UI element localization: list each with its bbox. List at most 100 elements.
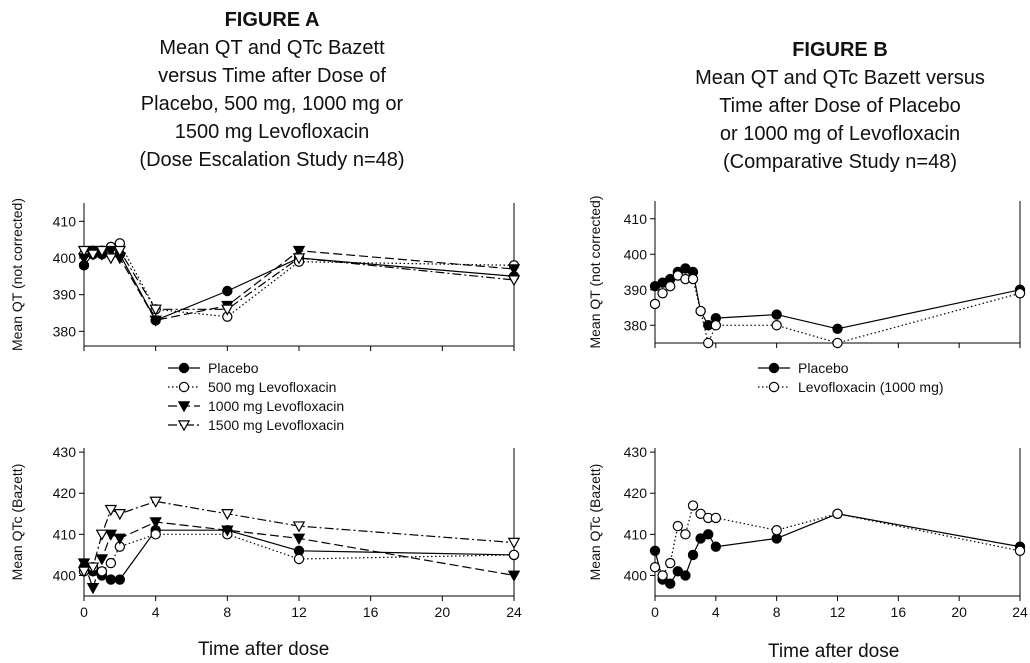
data-point-b-bottom-1 — [687, 500, 699, 511]
data-point-a-top-3 — [113, 245, 127, 258]
legend-label: Placebo — [208, 360, 259, 376]
legend-label: 500 mg Levofloxacin — [208, 379, 336, 395]
data-point-a-top-3 — [507, 275, 521, 287]
data-point-a-bottom-2 — [507, 570, 521, 582]
data-point-b-bottom-1 — [649, 562, 661, 573]
data-point-a-bottom-2 — [149, 517, 162, 529]
legend-label: 1500 mg Levofloxacin — [208, 417, 344, 433]
y-tick-label: 380 — [53, 323, 77, 339]
x-tick-label: 0 — [651, 604, 659, 620]
x-tick-label: 20 — [435, 604, 451, 620]
figure-a-title-line: (Dose Escalation Study n=48) — [139, 149, 405, 171]
data-point-a-top-2 — [149, 315, 162, 327]
y-tick-label: 390 — [53, 287, 77, 303]
legend-label: Placebo — [798, 360, 849, 376]
y-tick-label: 430 — [624, 444, 648, 460]
figure-b-title-line: Mean QT and QTc Bazett versus — [695, 67, 985, 89]
y-tick-label: 380 — [624, 317, 648, 333]
legend-label: Levofloxacin (1000 mg) — [798, 379, 944, 395]
series-line-b-top-1 — [654, 274, 1021, 345]
data-point-a-bottom-2 — [292, 533, 306, 545]
data-point-b-bottom-0 — [703, 529, 714, 540]
data-point-b-top-1 — [710, 320, 722, 331]
data-point-a-bottom-3 — [104, 504, 118, 517]
figure-b-title: FIGURE B Mean QT and QTc Bazett versus T… — [650, 36, 1030, 176]
data-point-a-top-2 — [507, 264, 521, 276]
y-tick-label: 410 — [624, 211, 648, 227]
data-point-b-bottom-1 — [657, 570, 668, 581]
data-point-a-top-2 — [292, 245, 306, 258]
data-point-b-bottom-1 — [672, 520, 684, 532]
data-point-a-bottom-2 — [113, 533, 127, 545]
legend-label: 1000 mg Levofloxacin — [208, 398, 344, 414]
data-point-b-bottom-1 — [710, 512, 722, 524]
data-point-b-top-1 — [1014, 288, 1026, 299]
data-point-a-bottom-2 — [95, 554, 109, 566]
series-line-b-top-0 — [654, 267, 1021, 330]
y-axis-label: Mean QT (not corrected) — [9, 198, 25, 351]
data-point-a-bottom-1 — [293, 553, 305, 565]
data-point-a-top-3 — [77, 245, 91, 258]
y-tick-label: 420 — [624, 485, 648, 501]
x-tick-label: 4 — [712, 604, 720, 620]
data-point-a-bottom-3 — [221, 509, 234, 521]
series-line-b-bottom-0 — [654, 513, 1021, 585]
data-point-a-bottom-2 — [86, 583, 100, 595]
data-point-a-top-3 — [221, 304, 234, 316]
data-point-b-top-0 — [832, 323, 843, 334]
legend-marker — [178, 362, 190, 374]
figure-a-title-line: Mean QT and QTc Bazett — [159, 37, 385, 59]
data-point-b-bottom-0 — [665, 578, 676, 589]
data-point-a-bottom-2 — [221, 525, 234, 537]
y-tick-label: 410 — [624, 526, 648, 542]
x-tick-label: 8 — [223, 604, 231, 620]
data-point-a-top-3 — [95, 245, 109, 258]
data-point-a-bottom-3 — [77, 566, 91, 578]
data-point-b-top-1 — [649, 298, 661, 310]
legend-marker — [768, 381, 780, 393]
y-tick-label: 390 — [624, 282, 648, 298]
x-tick-label: 24 — [506, 604, 522, 620]
x-tick-label: 16 — [891, 604, 907, 620]
y-tick-label: 400 — [53, 250, 77, 266]
figure-b-title-line: (Comparative Study n=48) — [722, 151, 957, 173]
y-tick-label: 430 — [53, 444, 77, 460]
x-tick-label: 16 — [363, 604, 379, 620]
data-point-a-top-2 — [104, 245, 118, 258]
x-tick-label: 0 — [80, 604, 88, 620]
x-tick-label: 20 — [951, 604, 967, 620]
data-point-a-bottom-0 — [114, 574, 126, 585]
data-point-b-top-1 — [832, 337, 843, 349]
x-tick-label: 24 — [1012, 604, 1028, 620]
figure-a-xlabel: Time after dose — [198, 639, 330, 660]
legend-marker — [768, 362, 780, 374]
data-point-b-top-0 — [771, 309, 782, 320]
data-point-a-top-3 — [149, 304, 162, 316]
series-line-b-bottom-1 — [654, 504, 1021, 577]
figure-b-title-line: or 1000 mg of Levofloxacin — [719, 123, 961, 145]
data-point-a-top-3 — [104, 253, 118, 265]
data-point-a-bottom-1 — [508, 549, 520, 561]
data-point-a-bottom-3 — [113, 509, 127, 521]
data-point-a-bottom-3 — [149, 496, 162, 508]
data-point-a-bottom-1 — [96, 566, 108, 577]
figure-a-title: FIGURE A Mean QT and QTc Bazett versus T… — [80, 6, 464, 174]
series-line-a-bottom-3 — [83, 500, 515, 572]
data-point-b-bottom-1 — [832, 508, 843, 519]
legend-marker — [177, 420, 191, 432]
data-point-b-bottom-0 — [680, 570, 691, 581]
data-point-a-bottom-2 — [77, 558, 91, 570]
y-axis-label: Mean QTc (Bazett) — [587, 464, 603, 581]
data-point-b-top-1 — [657, 288, 668, 299]
figure-a-title-line: versus Time after Dose of — [158, 65, 386, 87]
y-tick-label: 400 — [624, 246, 648, 262]
x-tick-label: 4 — [152, 604, 160, 620]
x-tick-label: 12 — [291, 604, 307, 620]
figure-a-title-line: 1500 mg Levofloxacin — [174, 121, 370, 143]
figure-a-title-line: Placebo, 500 mg, 1000 mg or — [140, 93, 404, 115]
data-point-b-bottom-1 — [680, 529, 691, 540]
data-point-b-top-1 — [703, 337, 714, 349]
data-point-b-top-1 — [665, 281, 676, 292]
figure-a-heading: FIGURE A — [224, 9, 320, 31]
y-axis-label: Mean QT (not corrected) — [587, 195, 603, 348]
